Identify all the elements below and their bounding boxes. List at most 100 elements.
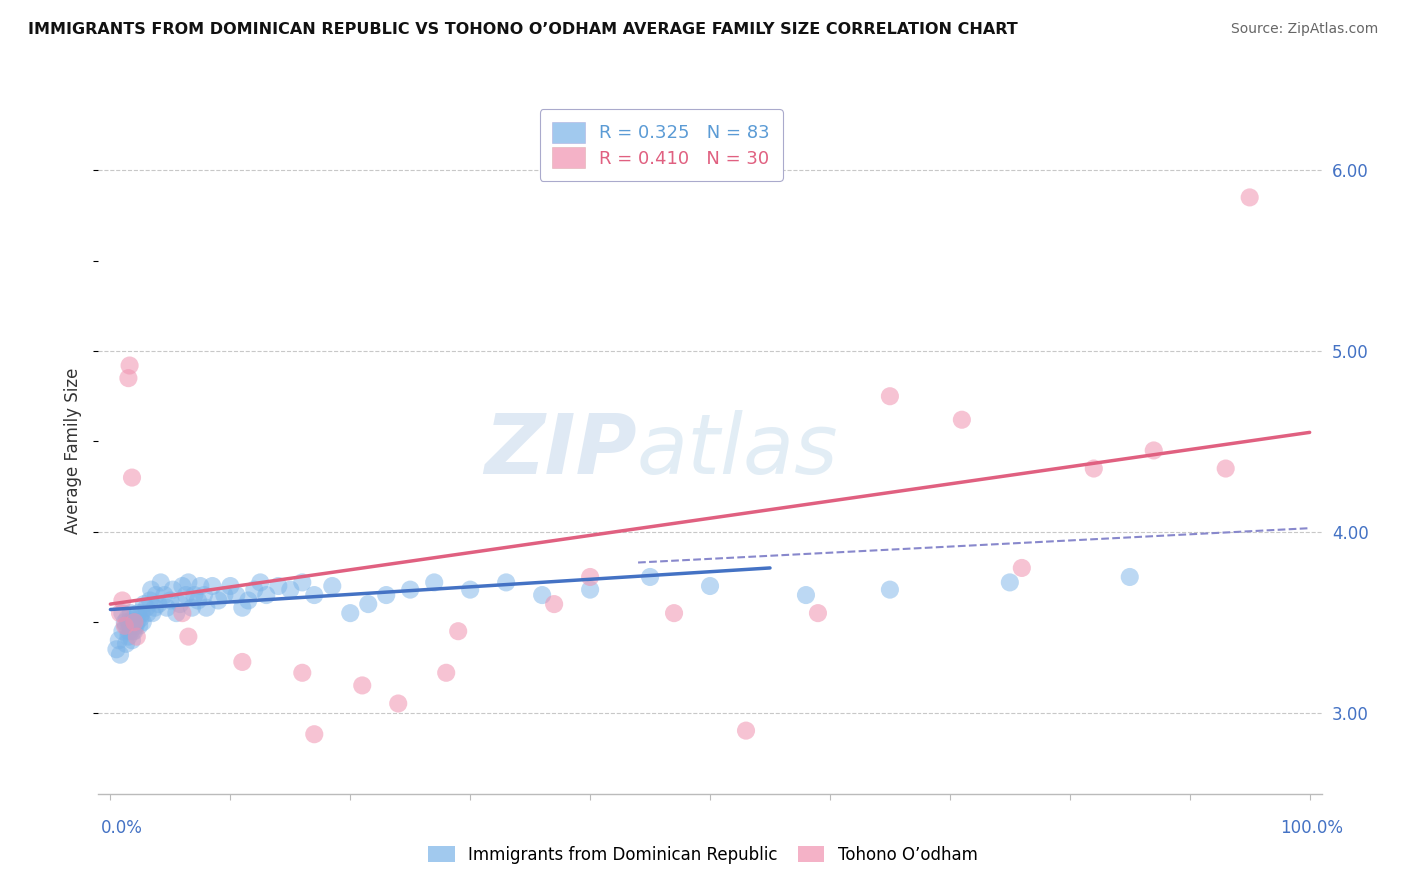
Point [423, 575, 446, 590]
Point [148, 597, 170, 611]
Point [124, 619, 146, 633]
Point [183, 588, 205, 602]
Point [124, 615, 146, 629]
Point [181, 600, 204, 615]
Point [1239, 190, 1261, 204]
Point [115, 619, 138, 633]
Point [108, 606, 131, 620]
Point [124, 615, 146, 629]
Point [125, 630, 148, 644]
Point [231, 655, 253, 669]
Point [132, 615, 155, 629]
Point [121, 470, 143, 484]
Point [543, 597, 565, 611]
Point [879, 582, 901, 597]
Point [115, 611, 138, 625]
Point [117, 615, 139, 629]
Point [114, 619, 136, 633]
Legend: R = 0.325   N = 83, R = 0.410   N = 30: R = 0.325 N = 83, R = 0.410 N = 30 [540, 109, 783, 181]
Point [124, 624, 146, 639]
Point [127, 606, 149, 620]
Point [214, 588, 236, 602]
Point [121, 615, 143, 629]
Point [879, 389, 901, 403]
Point [111, 624, 134, 639]
Point [291, 665, 314, 680]
Point [117, 371, 139, 385]
Point [165, 606, 187, 620]
Point [434, 665, 457, 680]
Point [352, 678, 374, 692]
Point [531, 588, 554, 602]
Point [143, 600, 166, 615]
Point [231, 600, 253, 615]
Point [304, 588, 326, 602]
Point [131, 606, 153, 620]
Point [254, 588, 277, 602]
Point [304, 727, 326, 741]
Point [111, 606, 134, 620]
Point [111, 593, 134, 607]
Point [162, 582, 184, 597]
Point [193, 588, 215, 602]
Point [638, 570, 661, 584]
Point [195, 600, 218, 615]
Point [1143, 443, 1166, 458]
Text: atlas: atlas [637, 410, 838, 491]
Point [238, 593, 260, 607]
Point [117, 624, 139, 639]
Text: 0.0%: 0.0% [101, 819, 143, 837]
Point [1215, 461, 1237, 475]
Point [145, 588, 167, 602]
Point [120, 624, 142, 639]
Point [125, 615, 148, 629]
Point [141, 606, 163, 620]
Point [114, 615, 136, 629]
Point [794, 588, 817, 602]
Point [357, 597, 380, 611]
Point [118, 619, 141, 633]
Point [121, 633, 143, 648]
Point [249, 575, 271, 590]
Point [201, 579, 224, 593]
Point [399, 582, 422, 597]
Point [278, 582, 301, 597]
Point [132, 597, 155, 611]
Point [153, 588, 176, 602]
Point [187, 593, 209, 607]
Point [174, 588, 197, 602]
Point [139, 593, 162, 607]
Text: ZIP: ZIP [484, 410, 637, 491]
Point [115, 637, 138, 651]
Point [122, 611, 145, 625]
Text: Source: ZipAtlas.com: Source: ZipAtlas.com [1230, 22, 1378, 37]
Legend: Immigrants from Dominican Republic, Tohono O’odham: Immigrants from Dominican Republic, Toho… [422, 839, 984, 871]
Point [128, 619, 150, 633]
Point [108, 648, 131, 662]
Point [177, 630, 200, 644]
Point [207, 593, 229, 607]
Point [135, 600, 157, 615]
Point [149, 575, 172, 590]
Y-axis label: Average Family Size: Average Family Size [65, 368, 83, 533]
Point [662, 606, 685, 620]
Point [495, 575, 517, 590]
Point [141, 582, 163, 597]
Point [579, 582, 602, 597]
Point [177, 575, 200, 590]
Point [387, 697, 409, 711]
Point [169, 597, 191, 611]
Point [188, 579, 212, 593]
Point [243, 582, 266, 597]
Point [321, 579, 343, 593]
Point [1119, 570, 1142, 584]
Text: 100.0%: 100.0% [1279, 819, 1343, 837]
Point [172, 606, 194, 620]
Point [1011, 561, 1033, 575]
Point [172, 579, 194, 593]
Point [458, 582, 481, 597]
Point [118, 359, 141, 373]
Point [291, 575, 314, 590]
Point [447, 624, 470, 639]
Point [159, 593, 181, 607]
